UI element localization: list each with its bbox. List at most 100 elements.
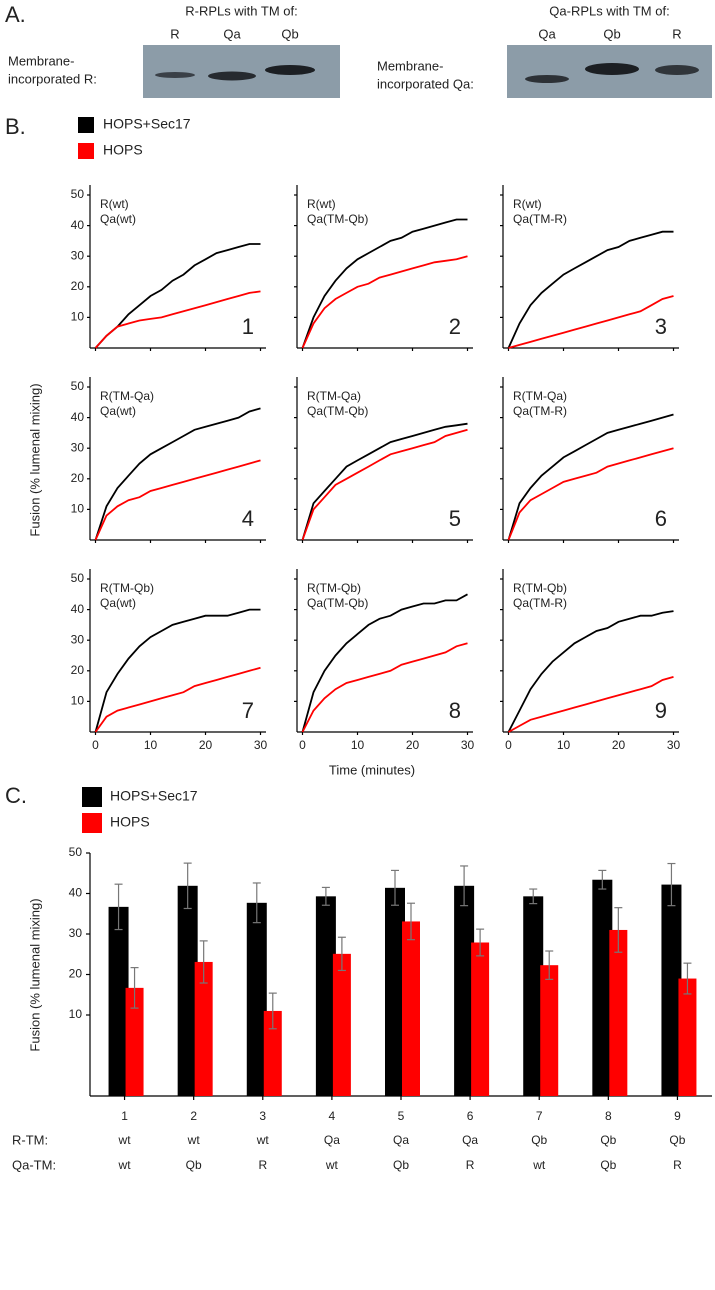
y-tick-label: 50: [69, 845, 83, 859]
bar: [246, 902, 267, 1096]
y-axis-label: Fusion (% lumenal mixing): [27, 383, 42, 536]
y-tick-label: 40: [71, 602, 85, 616]
x-tick-label: 10: [557, 738, 571, 752]
bar: [678, 978, 697, 1096]
series-line: [94, 666, 261, 733]
row-value: Qa: [393, 1133, 409, 1147]
lane-label: Qa: [223, 26, 241, 41]
band: [155, 72, 195, 78]
legend-label: HOPS+Sec17: [110, 788, 198, 804]
panel-annotation: Qa(TM-Qb): [307, 404, 368, 418]
series-line: [94, 407, 261, 541]
series-line: [301, 593, 468, 733]
panel-label: B.: [5, 114, 26, 139]
panel-annotation: Qa(wt): [100, 404, 136, 418]
panel-annotation: R(TM-Qa): [513, 389, 567, 403]
panel-label: C.: [5, 783, 27, 808]
series-line: [301, 428, 468, 541]
x-tick-label: 5: [398, 1109, 405, 1123]
y-tick-label: 30: [71, 248, 85, 262]
series-line: [301, 255, 468, 349]
lane-label: Qb: [281, 26, 298, 41]
panel-number: 5: [449, 506, 461, 531]
row-value: wt: [118, 1133, 132, 1147]
x-tick-label: 20: [199, 738, 213, 752]
legend-label: HOPS: [110, 814, 150, 830]
x-tick-label: 0: [299, 738, 306, 752]
band: [655, 65, 699, 75]
panel-annotation: R(wt): [307, 197, 336, 211]
panel-annotation: R(wt): [100, 197, 129, 211]
x-axis-label: Time (minutes): [329, 762, 415, 777]
panel-number: 9: [655, 698, 667, 723]
y-tick-label: 30: [71, 440, 85, 454]
x-tick-label: 30: [667, 738, 681, 752]
band: [525, 75, 569, 83]
y-tick-label: 40: [71, 410, 85, 424]
row-label: incorporated Qa:: [377, 76, 474, 91]
y-tick-label: 40: [69, 886, 83, 900]
row-label: R-TM:: [12, 1132, 48, 1147]
series-line: [507, 230, 674, 349]
panel-annotation: R(wt): [513, 197, 542, 211]
row-value: Qb: [531, 1133, 547, 1147]
series-line: [507, 447, 674, 541]
band: [585, 63, 639, 75]
row-value: R: [258, 1158, 267, 1172]
panel-number: 3: [655, 314, 667, 339]
row-value: Qa: [324, 1133, 340, 1147]
row-value: Qb: [393, 1158, 409, 1172]
band: [208, 71, 256, 81]
x-tick-label: 4: [329, 1109, 336, 1123]
row-value: Qb: [669, 1133, 685, 1147]
bar: [332, 953, 351, 1096]
x-tick-label: 20: [612, 738, 626, 752]
panel-annotation: R(TM-Qb): [513, 581, 567, 595]
bar: [402, 921, 420, 1096]
bar: [263, 1010, 282, 1096]
x-tick-label: 20: [406, 738, 420, 752]
band: [265, 65, 315, 75]
y-tick-label: 20: [71, 471, 85, 485]
x-tick-label: 3: [259, 1109, 266, 1123]
legend-swatch: [78, 117, 94, 133]
row-label: incorporated R:: [8, 71, 97, 86]
row-value: wt: [532, 1158, 546, 1172]
panel-annotation: R(TM-Qb): [100, 581, 154, 595]
row-value: Qb: [600, 1133, 616, 1147]
panel-annotation: Qa(wt): [100, 596, 136, 610]
y-tick-label: 10: [71, 502, 85, 516]
bar: [177, 885, 198, 1096]
series-line: [94, 608, 261, 733]
y-tick-label: 30: [71, 632, 85, 646]
panel-annotation: R(TM-Qa): [307, 389, 361, 403]
lane-label: Qb: [603, 26, 620, 41]
x-tick-label: 6: [467, 1109, 474, 1123]
series-line: [507, 413, 674, 541]
x-tick-label: 7: [536, 1109, 543, 1123]
series-line: [507, 610, 674, 733]
bar: [471, 942, 490, 1096]
row-value: Qb: [600, 1158, 616, 1172]
series-line: [94, 243, 261, 349]
y-tick-label: 10: [71, 694, 85, 708]
bar: [125, 987, 144, 1096]
series-line: [301, 218, 468, 349]
panel-number: 2: [449, 314, 461, 339]
x-tick-label: 8: [605, 1109, 612, 1123]
bar: [540, 965, 559, 1096]
panel-label: A.: [5, 2, 26, 27]
y-tick-label: 10: [69, 1007, 83, 1021]
legend-label: HOPS: [103, 142, 143, 158]
blot-title: R-RPLs with TM of:: [185, 3, 297, 18]
panel-number: 1: [242, 314, 254, 339]
bar: [385, 887, 405, 1096]
series-line: [508, 295, 674, 349]
y-tick-label: 20: [71, 279, 85, 293]
legend-swatch: [78, 143, 94, 159]
lane-label: R: [672, 26, 681, 41]
bar: [609, 929, 628, 1096]
x-tick-label: 0: [92, 738, 99, 752]
row-value: R: [466, 1158, 475, 1172]
